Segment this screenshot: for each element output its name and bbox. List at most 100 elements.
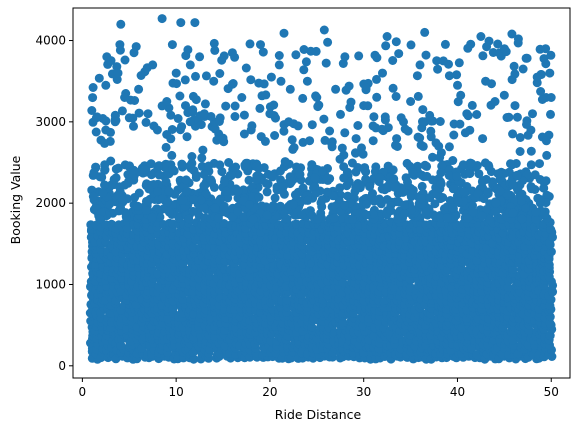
- scatter-point: [226, 171, 236, 181]
- scatter-point: [422, 171, 432, 181]
- scatter-point: [284, 117, 294, 127]
- scatter-point: [199, 109, 209, 119]
- scatter-point: [274, 51, 284, 60]
- scatter-point: [344, 81, 354, 91]
- scatter-point: [281, 213, 291, 223]
- scatter-point: [283, 251, 293, 261]
- scatter-point: [198, 145, 208, 155]
- scatter-point: [302, 76, 312, 86]
- scatter-point: [317, 195, 327, 205]
- scatter-point: [319, 114, 329, 124]
- scatter-point: [279, 28, 289, 38]
- x-tick-label: 10: [169, 385, 184, 399]
- scatter-point: [189, 194, 199, 204]
- scatter-point: [523, 130, 533, 140]
- scatter-point: [110, 117, 120, 127]
- scatter-point: [472, 110, 482, 119]
- scatter-point: [187, 152, 197, 161]
- scatter-point: [139, 165, 149, 175]
- scatter-point: [323, 37, 333, 47]
- scatter-point: [354, 51, 364, 61]
- scatter-point: [480, 158, 490, 168]
- scatter-point: [378, 68, 387, 78]
- scatter-point: [88, 93, 98, 103]
- scatter-point: [546, 109, 555, 119]
- scatter-point: [276, 76, 286, 86]
- scatter-point: [167, 40, 177, 50]
- scatter-point: [183, 45, 193, 55]
- scatter-point: [535, 159, 544, 169]
- scatter-point: [390, 182, 400, 192]
- scatter-point: [408, 168, 418, 178]
- scatter-point: [417, 181, 427, 191]
- scatter-point: [129, 48, 139, 58]
- scatter-point: [190, 18, 200, 28]
- scatter-point: [124, 113, 134, 123]
- scatter-point: [88, 83, 98, 92]
- scatter-point: [531, 207, 541, 217]
- scatter-point: [224, 158, 234, 167]
- scatter-point: [415, 60, 425, 70]
- scatter-point: [335, 154, 345, 164]
- scatter-point: [175, 91, 185, 101]
- scatter-point: [532, 72, 542, 82]
- scatter-point: [157, 14, 167, 24]
- scatter-point: [182, 132, 192, 142]
- scatter-point: [522, 119, 531, 129]
- scatter-point: [248, 214, 258, 224]
- scatter-point: [109, 174, 119, 184]
- scatter-point: [526, 160, 536, 170]
- scatter-point: [100, 180, 109, 190]
- scatter-point: [510, 69, 520, 79]
- scatter-point: [227, 48, 237, 58]
- scatter-point: [181, 175, 191, 185]
- scatter-point: [388, 56, 398, 65]
- scatter-point: [474, 169, 484, 179]
- scatter-point: [221, 186, 231, 196]
- scatter-point: [307, 120, 317, 130]
- scatter-point: [537, 95, 547, 104]
- scatter-point: [219, 201, 229, 211]
- scatter-point: [416, 194, 426, 204]
- scatter-point: [342, 181, 352, 191]
- scatter-point: [201, 71, 211, 81]
- scatter-points: [85, 14, 558, 364]
- scatter-point: [468, 207, 478, 217]
- scatter-point: [484, 36, 494, 46]
- scatter-point: [327, 142, 337, 152]
- scatter-point: [389, 174, 399, 184]
- scatter-point: [237, 93, 247, 102]
- scatter-point: [528, 109, 537, 119]
- scatter-point: [176, 18, 186, 28]
- scatter-point: [456, 90, 466, 100]
- scatter-point: [299, 45, 309, 54]
- scatter-point: [299, 65, 309, 75]
- scatter-point: [113, 163, 123, 173]
- scatter-point: [260, 136, 270, 146]
- scatter-point: [513, 34, 523, 44]
- scatter-point: [340, 52, 350, 62]
- scatter-point: [322, 174, 332, 184]
- scatter-point: [287, 176, 297, 186]
- scatter-point: [400, 209, 409, 219]
- scatter-point: [293, 121, 303, 131]
- scatter-point: [493, 169, 503, 179]
- scatter-point: [353, 121, 363, 130]
- scatter-point: [478, 51, 488, 61]
- scatter-point: [91, 113, 101, 123]
- y-tick-label: 3000: [35, 115, 66, 129]
- x-axis-ticks: 0 10 20 30 40 50: [79, 378, 559, 399]
- scatter-point: [508, 180, 518, 190]
- scatter-point: [153, 269, 163, 279]
- scatter-point: [171, 68, 181, 78]
- scatter-point: [172, 79, 181, 89]
- scatter-point: [542, 150, 552, 160]
- scatter-point: [262, 187, 272, 197]
- scatter-point: [265, 109, 275, 119]
- scatter-point: [541, 44, 551, 54]
- scatter-point: [372, 53, 382, 63]
- scatter-point: [508, 129, 518, 139]
- scatter-point: [458, 160, 468, 170]
- scatter-point: [164, 207, 174, 217]
- scatter-point: [362, 199, 371, 209]
